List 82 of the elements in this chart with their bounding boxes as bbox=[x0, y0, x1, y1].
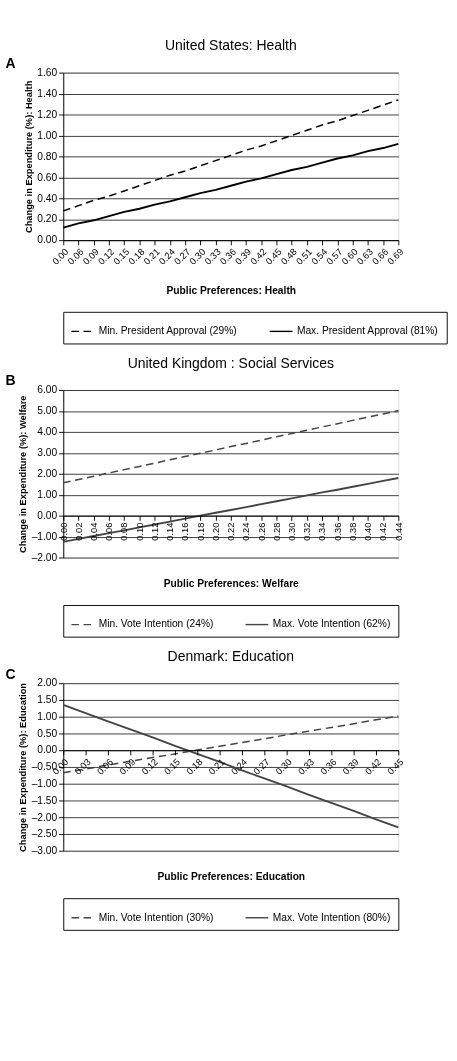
x-tick-label: 0.20 bbox=[210, 522, 221, 541]
y-tick-label: 0.80 bbox=[37, 150, 58, 162]
y-tick-label: 1.00 bbox=[37, 710, 58, 722]
x-tick-label: 0.06 bbox=[104, 522, 115, 541]
x-tick-label: 0.39 bbox=[340, 756, 361, 777]
legend-label: Min. Vote Intention (30%) bbox=[98, 911, 214, 923]
chart-title: United States: Health bbox=[164, 37, 297, 54]
y-tick-label: –2.50 bbox=[31, 828, 58, 840]
x-tick-label: 0.30 bbox=[273, 756, 294, 777]
text: B bbox=[5, 372, 16, 389]
x-tick-label: 0.06 bbox=[95, 756, 116, 777]
x-tick-label: 0.04 bbox=[89, 522, 100, 541]
y-tick-label: 0.60 bbox=[37, 171, 58, 183]
x-tick-label: 0.28 bbox=[271, 522, 282, 541]
y-axis-title: Change in Expenditure (%): Health bbox=[23, 80, 34, 234]
y-tick-label: 2.00 bbox=[37, 468, 58, 480]
y-tick-label: 0.00 bbox=[37, 509, 58, 521]
x-tick-label: 0.09 bbox=[117, 756, 138, 777]
text: C bbox=[5, 665, 16, 682]
legend-label: Min. President Approval (29%) bbox=[98, 325, 237, 337]
y-tick-label: 6.00 bbox=[37, 384, 58, 396]
x-axis-title: Public Preferences: Education bbox=[157, 871, 306, 883]
y-tick-label: 0.20 bbox=[37, 213, 58, 225]
chart-title: Denmark: Education bbox=[167, 647, 295, 664]
x-tick-label: 0.24 bbox=[241, 522, 252, 541]
y-tick-label: –1.00 bbox=[31, 530, 58, 542]
x-tick-label: 0.14 bbox=[165, 522, 176, 541]
y-tick-label: 1.20 bbox=[37, 108, 58, 120]
y-tick-label: 1.00 bbox=[37, 489, 58, 500]
y-tick-label: 0.00 bbox=[37, 744, 58, 756]
x-tick-label: 0.44 bbox=[393, 522, 404, 541]
line-series bbox=[62, 409, 400, 484]
x-tick-label: 0.16 bbox=[180, 522, 191, 541]
x-axis-title: Public Preferences: Health bbox=[166, 284, 297, 296]
y-tick-label: 1.60 bbox=[37, 66, 58, 78]
y-axis-title: Change in Expenditure (%): Welfare bbox=[18, 395, 29, 553]
x-tick-label: 0.24 bbox=[229, 756, 250, 777]
x-tick-label: 0.38 bbox=[347, 522, 358, 541]
y-tick-label: –3.00 bbox=[31, 845, 58, 857]
x-tick-label: 0.36 bbox=[318, 756, 339, 777]
x-tick-label: 0.02 bbox=[73, 522, 84, 541]
x-tick-label: 0.30 bbox=[287, 522, 298, 541]
x-tick-label: 0.33 bbox=[296, 756, 317, 777]
y-tick-label: –1.50 bbox=[31, 794, 58, 806]
x-tick-label: 0.42 bbox=[363, 756, 384, 777]
y-tick-label: –2.00 bbox=[31, 551, 58, 563]
legend-label: Min. Vote Intention (24%) bbox=[98, 618, 214, 630]
y-tick-label: 0.00 bbox=[37, 234, 58, 246]
y-tick-label: 1.50 bbox=[37, 694, 58, 706]
x-tick-label: 0.32 bbox=[302, 522, 313, 541]
y-tick-label: 0.40 bbox=[37, 192, 58, 204]
chart-title: United Kingdom : Social Services bbox=[127, 354, 334, 371]
x-tick-label: 0.22 bbox=[226, 522, 237, 541]
y-tick-label: –2.00 bbox=[31, 811, 58, 823]
x-tick-label: 0.18 bbox=[195, 522, 206, 541]
x-tick-label: 0.21 bbox=[206, 756, 227, 777]
x-tick-label: 0.12 bbox=[139, 756, 160, 777]
y-tick-label: 0.50 bbox=[37, 727, 58, 739]
x-tick-label: 0.36 bbox=[332, 522, 343, 541]
x-tick-label: 0.08 bbox=[119, 522, 130, 541]
x-tick-label: 0.26 bbox=[256, 522, 267, 541]
legend-label: Max. Vote Intention (80%) bbox=[272, 911, 391, 923]
x-tick-label: 0.18 bbox=[184, 756, 205, 777]
y-tick-label: 1.00 bbox=[37, 129, 58, 141]
y-tick-label: –1.00 bbox=[31, 777, 58, 789]
y-tick-label: 4.00 bbox=[37, 426, 58, 438]
x-tick-label: 0.42 bbox=[378, 522, 389, 541]
y-axis-title: Change in Expenditure (%): Education bbox=[18, 682, 29, 852]
text: A bbox=[5, 54, 16, 71]
y-tick-label: 2.00 bbox=[37, 677, 58, 689]
line-series bbox=[62, 477, 400, 543]
x-tick-label: 0.03 bbox=[72, 756, 93, 777]
y-tick-label: 5.00 bbox=[37, 405, 58, 417]
x-tick-label: 0.12 bbox=[149, 522, 160, 541]
x-tick-label: 0.34 bbox=[317, 522, 328, 541]
y-tick-label: 1.40 bbox=[37, 87, 58, 99]
legend-label: Max. President Approval (81%) bbox=[296, 325, 438, 337]
x-tick-label: 0.40 bbox=[363, 522, 374, 541]
x-axis-title: Public Preferences: Welfare bbox=[163, 577, 300, 589]
legend-label: Max. Vote Intention (62%) bbox=[272, 618, 391, 630]
y-tick-label: 3.00 bbox=[37, 447, 58, 459]
x-tick-label: 0.10 bbox=[134, 522, 145, 541]
